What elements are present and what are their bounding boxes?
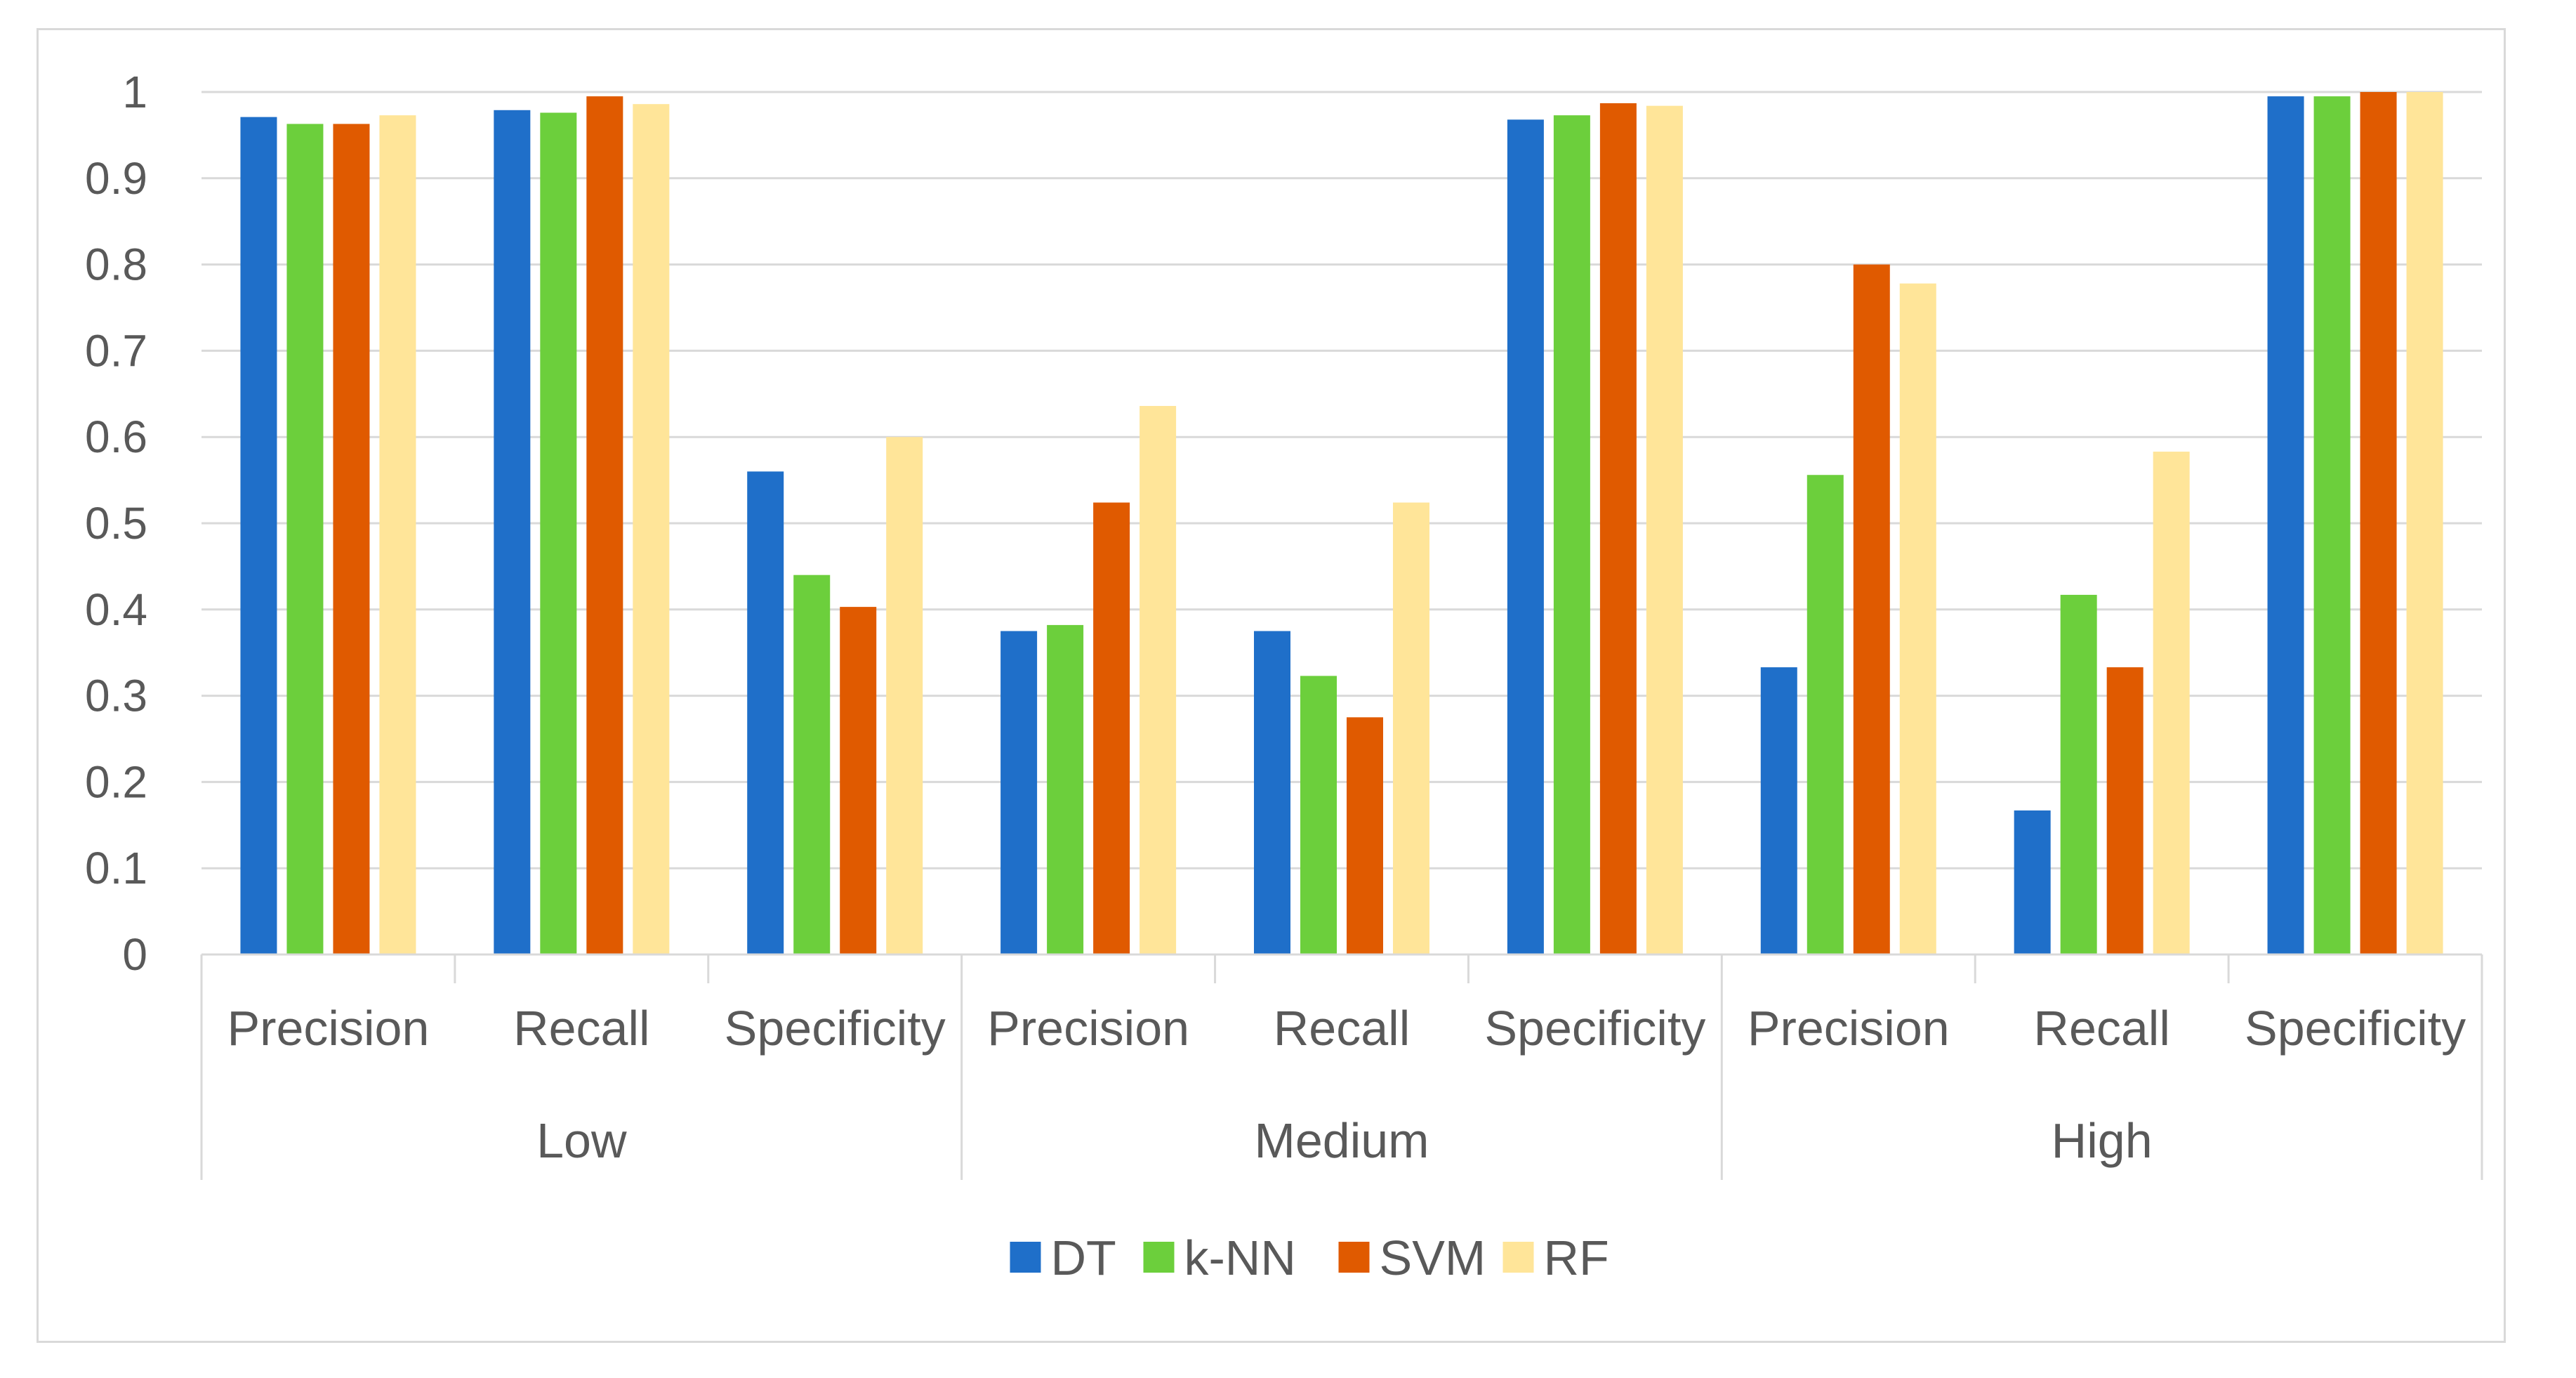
bar-k-nn [2313, 96, 2351, 954]
legend-label-rf: RF [1544, 1231, 1609, 1285]
bar-dt [240, 117, 277, 954]
x-category-label: Precision [1748, 1001, 1950, 1056]
y-tick-label: 0 [122, 929, 147, 980]
x-group-label: High [2052, 1113, 2153, 1168]
x-category-label: Precision [227, 1001, 429, 1056]
legend-label-dt: DT [1051, 1231, 1116, 1285]
bar-svm [840, 607, 877, 954]
y-tick-label: 0.8 [85, 239, 147, 290]
bar-dt [1760, 667, 1797, 954]
bar-dt [1000, 631, 1038, 954]
x-group-label: Low [536, 1113, 627, 1168]
x-category-label: Precision [987, 1001, 1189, 1056]
y-tick-label: 0.5 [85, 498, 147, 549]
bar-k-nn [1806, 475, 1844, 954]
bar-k-nn [1553, 115, 1590, 954]
y-tick-label: 0.1 [85, 843, 147, 893]
bar-svm [2106, 667, 2144, 954]
y-tick-label: 0.3 [85, 671, 147, 721]
bar-rf [379, 115, 416, 954]
legend-label-k-nn: k-NN [1184, 1231, 1296, 1285]
bar-dt [2014, 810, 2051, 954]
legend-swatch-rf [1502, 1242, 1534, 1273]
bar-dt [747, 471, 784, 954]
bar-k-nn [793, 575, 831, 954]
bar-k-nn [2060, 594, 2097, 954]
x-category-label: Recall [513, 1001, 650, 1056]
bar-dt [1507, 119, 1544, 954]
x-category-label: Recall [2033, 1001, 2170, 1056]
y-tick-label: 1 [122, 67, 147, 117]
bar-svm [1599, 103, 1637, 955]
bar-svm [1093, 502, 1130, 954]
legend-swatch-k-nn [1143, 1242, 1175, 1273]
bar-rf [1140, 405, 1177, 954]
legend-swatch-svm [1338, 1242, 1370, 1273]
x-category-label: Specificity [725, 1001, 946, 1056]
y-tick-label: 0.2 [85, 756, 147, 807]
y-tick-label: 0.7 [85, 325, 147, 376]
bar-svm [2360, 92, 2397, 954]
bar-rf [886, 437, 923, 954]
bar-svm [1853, 264, 1890, 955]
bar-rf [633, 104, 670, 954]
y-tick-label: 0.9 [85, 153, 147, 204]
legend-label-svm: SVM [1380, 1231, 1486, 1285]
bar-k-nn [286, 124, 324, 954]
x-category-label: Specificity [1484, 1001, 1705, 1056]
bar-k-nn [1300, 676, 1337, 954]
bar-dt [1254, 631, 1290, 954]
y-tick-label: 0.4 [85, 584, 147, 635]
bar-dt [494, 110, 531, 955]
bar-rf [1393, 502, 1429, 954]
legend-swatch-dt [1010, 1242, 1041, 1273]
bar-svm [1347, 717, 1383, 954]
bar-dt [2267, 96, 2304, 954]
bar-rf [2406, 92, 2443, 954]
x-group-label: Medium [1255, 1113, 1429, 1168]
y-tick-label: 0.6 [85, 412, 147, 462]
bar-svm [586, 96, 623, 954]
bar-svm [333, 124, 370, 954]
bar-rf [1899, 283, 1936, 955]
bar-k-nn [540, 112, 577, 954]
x-category-label: Recall [1274, 1001, 1411, 1056]
bar-rf [1646, 105, 1683, 955]
x-category-label: Specificity [2245, 1001, 2466, 1056]
bar-k-nn [1047, 624, 1084, 954]
bar-rf [2153, 452, 2190, 954]
